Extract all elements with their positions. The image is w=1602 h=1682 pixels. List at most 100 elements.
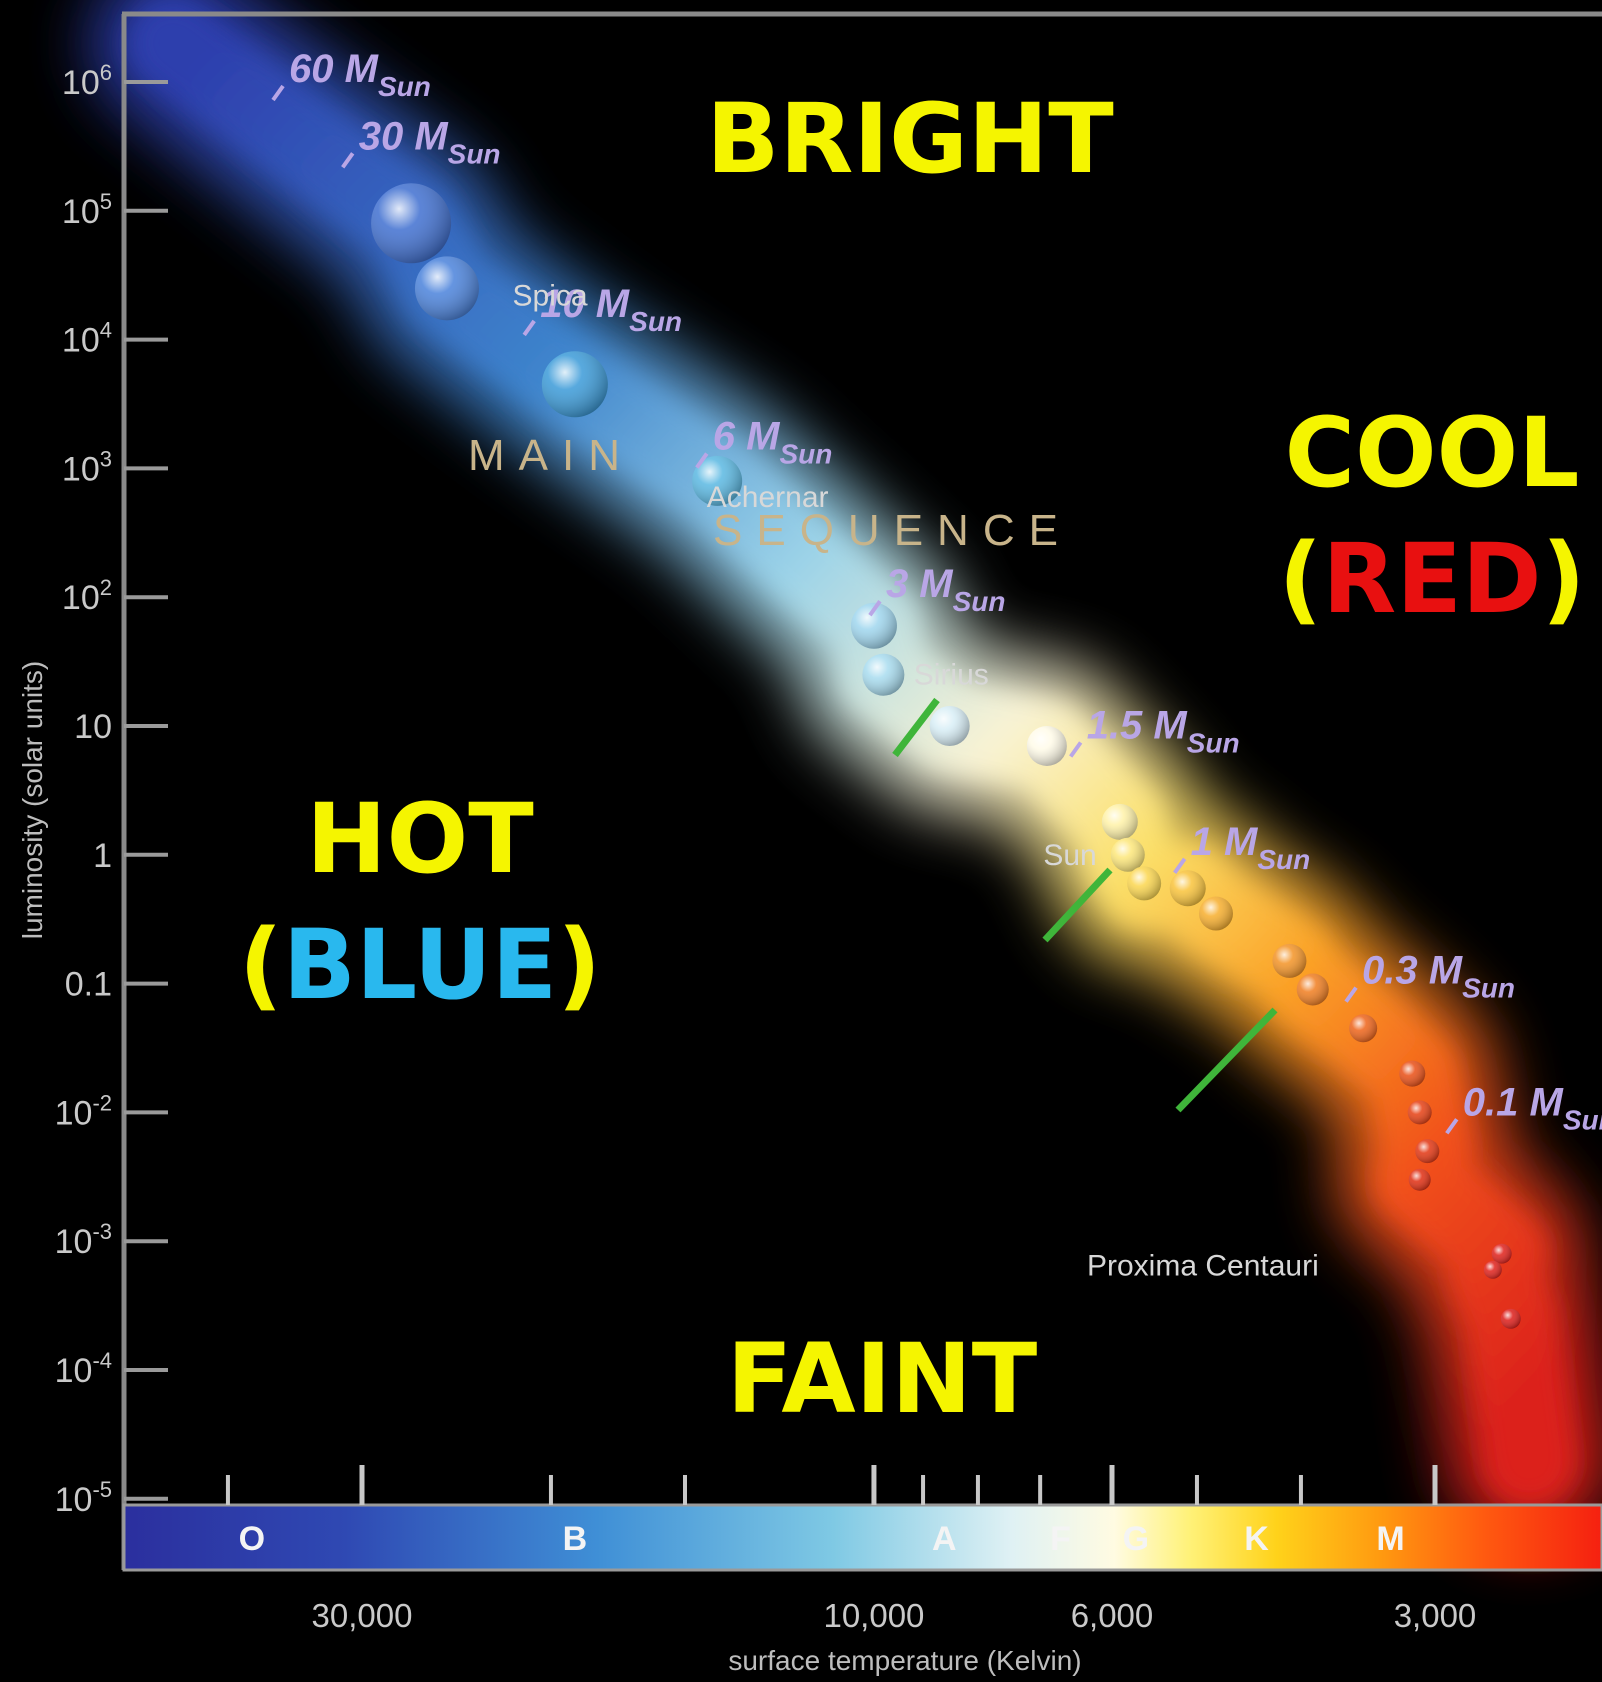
mass-tick (1445, 1118, 1459, 1135)
mass-label: 1.5 MSun (1087, 703, 1240, 758)
y-tick-label: 10-2 (55, 1090, 112, 1132)
star-name-label: Spica (513, 279, 588, 312)
x-tick-label: 10,000 (823, 1597, 924, 1634)
star-marker (1026, 725, 1067, 766)
star-marker (1198, 896, 1233, 931)
y-tick-label: 0.1 (65, 966, 112, 1004)
mass-tick (522, 319, 536, 337)
star-marker (862, 653, 905, 696)
main-sequence-band (88, 0, 1602, 1545)
divider-line (892, 697, 940, 758)
star-marker (1101, 803, 1138, 840)
star-marker (1349, 1014, 1378, 1043)
hot-color-label: (BLUE) (239, 909, 601, 1021)
mass-tick (271, 84, 285, 102)
hot-label: HOT (306, 783, 533, 895)
spectral-class-o: O (239, 1520, 265, 1558)
star-markers (371, 183, 1521, 1329)
mass-label: 6 MSun (713, 415, 833, 470)
hot-close-paren: ) (557, 909, 601, 1021)
spectral-class-a: A (932, 1520, 957, 1558)
y-axis-label: luminosity (solar units) (17, 661, 48, 940)
spectral-class-g: G (1123, 1520, 1149, 1558)
star-marker (1415, 1139, 1440, 1164)
x-tick-label: 6,000 (1071, 1597, 1154, 1634)
y-tick-label: 106 (62, 60, 112, 102)
mass-tick (1344, 986, 1358, 1003)
cool-color-label: (RED) (1279, 523, 1586, 635)
mass-label: 0.1 MSun (1463, 1080, 1602, 1135)
mass-label: 1 MSun (1191, 820, 1311, 875)
mass-labels: 60 MSun 30 MSun 10 MSun 6 MSun 3 MSun 1.5 MSu… (271, 47, 1602, 1135)
y-tick-label: 103 (62, 446, 112, 488)
sequence-label-main: MAIN (468, 431, 634, 480)
star-marker (371, 183, 452, 264)
mass-label: 30 MSun (359, 114, 501, 169)
spectral-class-m: M (1376, 1520, 1404, 1558)
red-word: RED (1322, 523, 1541, 635)
star-marker (1407, 1100, 1432, 1125)
star-marker (1296, 973, 1329, 1006)
x-axis: 30,000 10,000 6,000 3,000 (225, 1465, 1477, 1634)
x-tick-label: 30,000 (312, 1597, 413, 1634)
star-marker (414, 256, 479, 321)
star-name-labels: Spica Achernar Sirius Sun Proxima Centauri (513, 279, 1319, 1282)
star-marker (1500, 1308, 1521, 1329)
mass-label: 3 MSun (886, 562, 1006, 617)
star-name-label: Achernar (707, 481, 829, 514)
blue-word: BLUE (283, 909, 557, 1021)
y-tick-label: 105 (62, 189, 112, 231)
cool-label: COOL (1285, 397, 1580, 509)
x-tick-label: 3,000 (1394, 1597, 1477, 1634)
star-marker (1399, 1060, 1426, 1087)
cool-close-paren: ) (1542, 523, 1586, 635)
bright-label: BRIGHT (706, 83, 1113, 195)
faint-label: FAINT (727, 1323, 1037, 1435)
y-tick-label: 10-5 (55, 1477, 112, 1519)
star-marker (1127, 866, 1162, 901)
star-marker (929, 706, 970, 746)
y-tick-label: 10 (74, 708, 112, 746)
y-tick-label: 102 (62, 575, 112, 617)
y-tick-label: 10-3 (55, 1219, 112, 1261)
spectral-class-b: B (563, 1520, 588, 1558)
y-tick-label: 104 (62, 318, 112, 360)
cool-open-paren: ( (1279, 523, 1323, 635)
mass-tick (1069, 741, 1083, 758)
y-tick-label: 1 (93, 837, 112, 875)
mass-tick (868, 600, 882, 617)
star-marker (1272, 943, 1307, 978)
class-dividers (892, 697, 1278, 1113)
hot-open-paren: ( (239, 909, 283, 1021)
star-marker (1408, 1168, 1431, 1191)
star-marker (692, 455, 743, 506)
mass-label: 10 MSun (540, 282, 682, 337)
spectral-class-bar (122, 1503, 1602, 1572)
x-axis-label: surface temperature (Kelvin) (728, 1645, 1081, 1676)
divider-line (1042, 867, 1113, 943)
star-name-label: Sirius (914, 659, 989, 692)
mass-tick (695, 452, 709, 469)
spectral-class-k: K (1244, 1520, 1269, 1558)
y-tick-label: 10-4 (55, 1348, 112, 1390)
band-glow (88, 0, 1602, 1545)
mass-tick (1173, 857, 1187, 874)
sequence-label-sequence: SEQUENCE (713, 506, 1072, 555)
mass-tick (341, 152, 355, 169)
star-name-label: Proxima Centauri (1087, 1249, 1319, 1282)
divider-line (1175, 1007, 1278, 1113)
star-marker (1483, 1260, 1502, 1279)
plot-frame (121, 11, 1602, 1570)
star-marker (1169, 870, 1206, 907)
star-marker (1110, 837, 1145, 872)
star-name-label: Sun (1043, 839, 1096, 872)
star-marker (850, 602, 897, 649)
star-marker (1491, 1243, 1512, 1264)
star-marker (541, 351, 608, 418)
mass-label: 0.3 MSun (1362, 949, 1515, 1004)
mass-label: 60 MSun (289, 47, 431, 102)
spectral-class-f: F (1050, 1520, 1071, 1558)
